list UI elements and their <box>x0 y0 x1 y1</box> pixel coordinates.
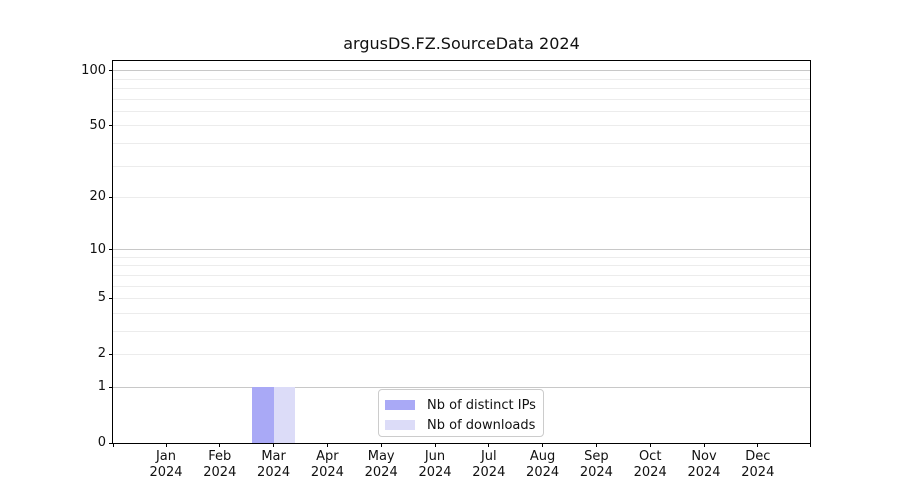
x-tick <box>649 443 651 447</box>
gridline-minor <box>113 110 810 112</box>
y-tick-label: 20 <box>89 189 106 205</box>
bar-downloads <box>273 387 295 443</box>
x-tick <box>219 443 221 447</box>
y-tick <box>109 125 113 127</box>
x-tick-label: Mar 2024 <box>257 449 291 480</box>
y-tick <box>109 386 113 388</box>
y-tick <box>109 70 113 72</box>
y-tick <box>109 249 113 251</box>
x-tick-edge <box>809 443 811 447</box>
y-tick <box>109 353 113 355</box>
x-tick-label: May 2024 <box>364 449 398 480</box>
y-tick-label: 0 <box>97 435 106 450</box>
x-tick <box>757 443 759 447</box>
gridline-minor <box>113 125 810 127</box>
x-tick-label: Dec 2024 <box>741 449 775 480</box>
legend-label-downloads: Nb of downloads <box>427 417 536 433</box>
gridline-minor <box>113 78 810 80</box>
y-tick-label: 2 <box>97 346 106 362</box>
legend-item-downloads: Nb of downloads <box>385 415 537 435</box>
y-tick <box>109 442 113 444</box>
gridline-minor <box>113 88 810 90</box>
y-tick-label: 50 <box>89 117 106 133</box>
x-tick <box>273 443 275 447</box>
gridline-minor <box>113 285 810 287</box>
x-tick-label: Jul 2024 <box>472 449 506 480</box>
x-tick-label: Jun 2024 <box>418 449 452 480</box>
x-tick <box>542 443 544 447</box>
legend: Nb of distinct IPs Nb of downloads <box>378 389 544 437</box>
x-tick-label: Oct 2024 <box>633 449 667 480</box>
gridline-minor <box>113 330 810 332</box>
x-tick <box>165 443 167 447</box>
x-tick-label: Jan 2024 <box>149 449 183 480</box>
x-tick <box>488 443 490 447</box>
x-tick <box>380 443 382 447</box>
x-tick <box>595 443 597 447</box>
x-tick-label: Nov 2024 <box>687 449 721 480</box>
legend-swatch-downloads <box>385 420 415 430</box>
gridline-minor <box>113 265 810 267</box>
legend-swatch-distinct-ips <box>385 400 415 410</box>
y-tick <box>109 196 113 198</box>
x-tick <box>434 443 436 447</box>
gridline-minor <box>113 98 810 100</box>
legend-item-distinct-ips: Nb of distinct IPs <box>385 395 537 415</box>
plot-area <box>112 60 811 444</box>
x-tick-label: Sep 2024 <box>579 449 613 480</box>
gridline-minor <box>113 256 810 258</box>
y-tick-label: 1 <box>97 379 106 395</box>
x-tick-label: Feb 2024 <box>203 449 237 480</box>
gridline-major <box>113 249 810 251</box>
y-tick <box>109 297 113 299</box>
x-tick <box>326 443 328 447</box>
gridline-minor <box>113 142 810 144</box>
x-tick-edge <box>112 443 114 447</box>
gridline-minor <box>113 312 810 314</box>
gridline-minor <box>113 353 810 355</box>
legend-label-distinct-ips: Nb of distinct IPs <box>427 397 536 413</box>
bar-distinct-ips <box>252 387 274 443</box>
x-tick-label: Apr 2024 <box>310 449 344 480</box>
gridline-minor <box>113 165 810 167</box>
y-tick-label: 10 <box>89 241 106 257</box>
gridline-minor <box>113 297 810 299</box>
gridline-major <box>113 70 810 72</box>
chart-title: argusDS.FZ.SourceData 2024 <box>343 34 580 53</box>
y-tick-label: 5 <box>97 290 106 306</box>
x-tick-label: Aug 2024 <box>526 449 560 480</box>
gridline-major <box>113 386 810 388</box>
gridline-minor <box>113 196 810 198</box>
gridline-minor <box>113 274 810 276</box>
y-tick-label: 100 <box>81 62 106 78</box>
x-tick <box>703 443 705 447</box>
